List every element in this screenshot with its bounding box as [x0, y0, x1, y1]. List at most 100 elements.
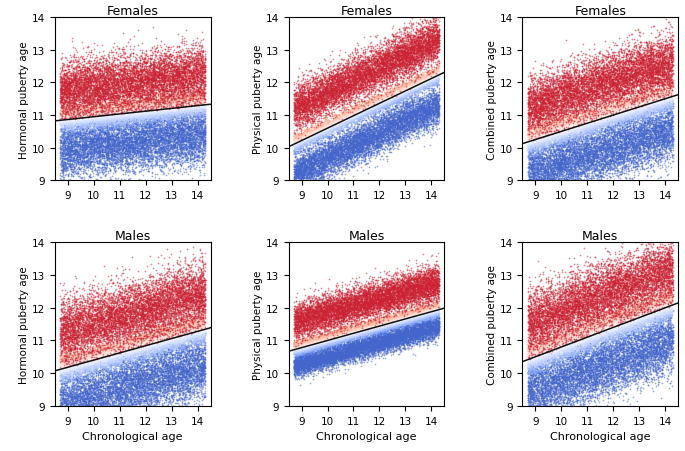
Point — [160, 316, 171, 323]
Point — [609, 135, 620, 143]
Point — [382, 65, 393, 72]
Point — [184, 324, 195, 331]
Point — [350, 76, 361, 83]
Point — [368, 133, 379, 140]
Point — [359, 292, 370, 299]
Point — [77, 357, 88, 364]
Point — [530, 367, 541, 374]
Point — [537, 161, 548, 168]
Point — [567, 363, 578, 370]
Point — [293, 104, 304, 111]
Point — [528, 355, 539, 363]
Point — [308, 341, 319, 348]
Point — [638, 315, 649, 322]
Point — [151, 155, 162, 162]
Point — [602, 321, 613, 328]
Point — [328, 120, 339, 128]
Point — [94, 350, 105, 358]
Point — [398, 129, 409, 137]
Point — [143, 83, 154, 90]
Point — [149, 86, 160, 93]
Point — [102, 66, 113, 73]
Point — [382, 55, 393, 62]
Point — [544, 121, 555, 128]
Point — [395, 87, 406, 94]
Point — [593, 91, 603, 98]
Point — [430, 129, 441, 136]
Point — [656, 65, 667, 73]
Point — [163, 342, 174, 350]
Point — [369, 128, 379, 135]
Point — [316, 291, 327, 298]
Point — [98, 59, 109, 66]
Point — [522, 287, 533, 295]
Point — [97, 48, 108, 55]
Point — [523, 165, 534, 172]
Point — [615, 329, 626, 336]
Point — [191, 284, 202, 291]
Point — [376, 286, 387, 294]
Point — [584, 308, 595, 315]
Point — [406, 115, 417, 122]
Point — [116, 112, 127, 119]
Point — [535, 378, 546, 386]
Point — [302, 354, 313, 361]
Point — [658, 282, 669, 289]
Point — [348, 345, 359, 352]
Point — [310, 129, 321, 137]
Point — [85, 367, 96, 374]
Point — [318, 174, 329, 181]
Point — [350, 158, 361, 165]
Point — [150, 320, 161, 327]
Point — [149, 106, 160, 114]
Point — [376, 72, 387, 79]
Point — [315, 336, 326, 344]
Point — [392, 346, 403, 353]
Point — [175, 342, 186, 349]
Point — [597, 292, 608, 299]
Point — [572, 309, 583, 316]
Point — [195, 123, 206, 130]
Point — [84, 325, 95, 332]
Point — [423, 328, 434, 336]
Point — [404, 134, 415, 142]
Point — [540, 104, 551, 111]
Point — [632, 262, 643, 269]
Point — [387, 298, 398, 305]
Point — [62, 144, 73, 152]
Point — [173, 354, 184, 362]
Point — [354, 131, 365, 138]
Point — [571, 303, 582, 310]
Point — [533, 340, 544, 347]
Point — [379, 320, 390, 327]
Point — [371, 60, 382, 67]
Point — [299, 154, 310, 161]
Point — [381, 93, 392, 100]
Point — [593, 119, 603, 126]
Point — [61, 161, 72, 168]
Point — [337, 84, 348, 92]
Point — [360, 64, 371, 72]
Point — [380, 336, 391, 343]
Point — [622, 59, 633, 66]
Point — [181, 280, 192, 287]
Point — [365, 107, 376, 114]
Point — [612, 352, 623, 359]
Point — [342, 346, 353, 353]
Point — [659, 355, 670, 362]
Point — [339, 329, 350, 336]
Point — [71, 151, 82, 158]
Point — [341, 288, 352, 295]
Point — [186, 145, 197, 152]
Point — [539, 167, 550, 175]
Point — [357, 84, 368, 92]
Point — [429, 309, 440, 317]
Point — [60, 117, 71, 124]
Point — [418, 63, 429, 70]
Point — [624, 104, 635, 111]
Point — [424, 28, 435, 35]
Point — [124, 110, 135, 117]
Point — [78, 400, 89, 407]
Point — [428, 303, 439, 310]
Point — [136, 160, 147, 167]
